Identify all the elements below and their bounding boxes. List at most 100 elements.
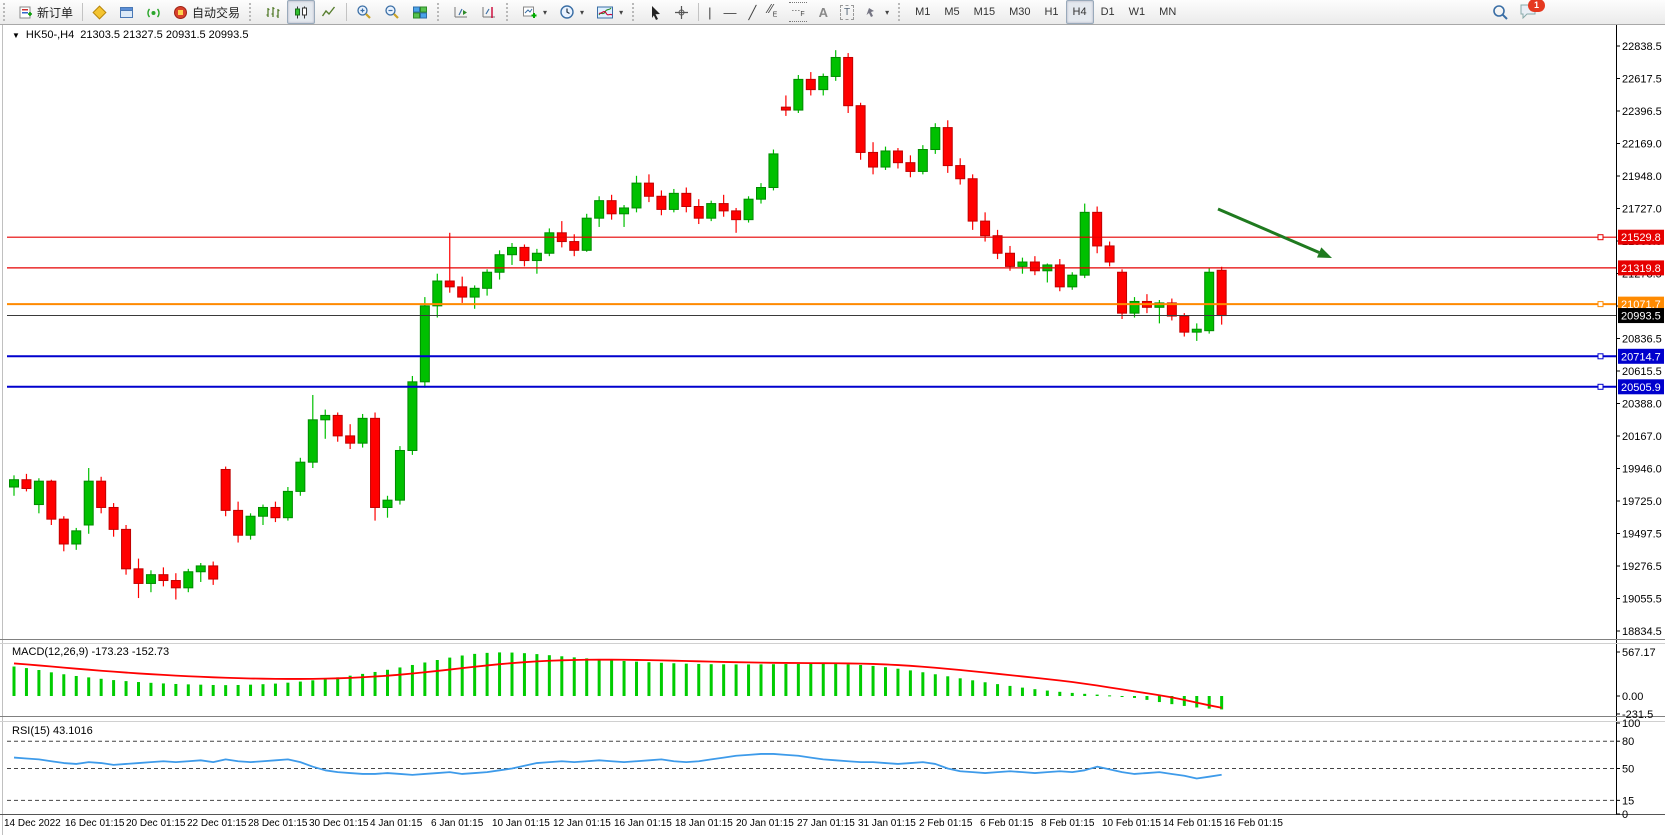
x-axis-label: 10 Feb 01:15 [1102, 818, 1161, 829]
candle [258, 506, 268, 517]
timeframe-button-W1[interactable]: W1 [1128, 6, 1146, 18]
macd-histogram-bar [485, 652, 489, 696]
chart-shift-button[interactable] [475, 0, 503, 24]
candle [681, 192, 692, 207]
macd-histogram-bar [498, 652, 502, 696]
label-tool-button[interactable]: T [834, 0, 860, 24]
rsi-axis-tick: 0 [1622, 809, 1628, 821]
timeframe-button-H1[interactable]: H1 [1044, 6, 1059, 18]
chart-shift-icon [482, 6, 496, 18]
macd-histogram-bar [1120, 696, 1124, 697]
macd-histogram-bar [1033, 689, 1037, 696]
level-line-handle[interactable] [1597, 353, 1604, 360]
candle [992, 235, 1003, 254]
macd-histogram-bar [1045, 690, 1049, 696]
toolbar-grip[interactable] [632, 3, 639, 21]
macd-histogram-bar [722, 664, 726, 696]
hline-tool-button[interactable]: — [717, 0, 742, 24]
toolbar-grip[interactable] [3, 3, 10, 21]
toolbar-grip[interactable] [898, 3, 905, 21]
x-axis-label: 28 Dec 01:15 [248, 818, 308, 829]
level-line-handle[interactable] [1597, 301, 1604, 308]
macd-histogram-bar [435, 660, 439, 696]
autotrading-label: 自动交易 [192, 5, 241, 20]
macd-axis-tick: -231.5 [1622, 709, 1653, 721]
search-icon[interactable] [1492, 4, 1509, 21]
trend-arrow-annotation[interactable] [1217, 207, 1320, 254]
timeframe-button-H4[interactable]: H4 [1065, 0, 1094, 24]
trendline-tool-button[interactable]: ╱ [742, 0, 762, 24]
terminal-window-icon [120, 6, 134, 18]
macd-histogram-bar [361, 673, 365, 696]
timeframe-button-D1[interactable]: D1 [1100, 6, 1115, 18]
macd-histogram-bar [348, 675, 352, 696]
price-axis-tick: 20615.5 [1622, 366, 1662, 378]
level-line-handle[interactable] [1597, 234, 1604, 241]
timeframe-button-MN[interactable]: MN [1159, 6, 1177, 18]
autotrading-button[interactable]: 自动交易 [167, 0, 246, 24]
toolbar-grip[interactable] [506, 3, 513, 21]
templates-button[interactable]: ▾ [590, 0, 629, 24]
macd-histogram-bar [971, 680, 975, 696]
x-axis-label: 27 Jan 01:15 [797, 818, 855, 829]
metaeditor-button[interactable] [86, 0, 113, 24]
toolbar-grip[interactable] [249, 3, 256, 21]
new-order-button[interactable]: 新订单 [13, 0, 79, 24]
indicators-button[interactable]: ▾ [516, 0, 553, 24]
macd-signal-line [13, 658, 1222, 709]
macd-histogram-bar [124, 681, 128, 696]
candles-chart-button[interactable] [287, 0, 316, 24]
price-level-badge [1618, 308, 1664, 324]
cursor-tool-button[interactable] [642, 0, 668, 24]
timeframe-button-M5[interactable]: M5 [944, 6, 960, 18]
macd-histogram-bar [199, 684, 203, 696]
fibonacci-tool-button[interactable]: ⋯F [783, 0, 812, 24]
macd-histogram-bar [186, 684, 190, 696]
x-axis-label: 16 Jan 01:15 [614, 818, 672, 829]
terminal-window-button[interactable] [113, 0, 140, 24]
tile-windows-button[interactable] [406, 0, 434, 24]
chat-badge: 1 [1528, 0, 1545, 12]
macd-histogram-bar [834, 664, 838, 696]
candle [295, 461, 306, 492]
text-tool-button[interactable]: A [813, 0, 834, 24]
candle [569, 241, 580, 251]
candle [245, 515, 256, 536]
line-chart-button[interactable] [315, 0, 343, 24]
timeframe-button-M30[interactable]: M30 [1009, 6, 1031, 18]
macd-histogram-bar [547, 655, 551, 696]
autoscroll-button[interactable] [447, 0, 475, 24]
timeframe-button-M15[interactable]: M15 [973, 6, 996, 18]
macd-histogram-bar [846, 664, 850, 696]
candle [743, 198, 754, 221]
macd-histogram-bar [87, 677, 91, 696]
macd-histogram-bar [236, 684, 240, 696]
candle [1079, 211, 1090, 276]
toolbar-grip[interactable] [437, 3, 444, 21]
bars-chart-button[interactable] [259, 0, 287, 24]
candle [507, 246, 517, 256]
zoom-in-button[interactable] [350, 0, 378, 24]
candle [457, 286, 468, 298]
metaeditor-icon [92, 4, 107, 20]
candle [195, 565, 206, 573]
zoom-out-button[interactable] [378, 0, 406, 24]
shapes-tool-button[interactable]: ▾ [860, 0, 895, 24]
market-watch-button[interactable] [140, 0, 167, 24]
level-line-handle[interactable] [1597, 383, 1604, 390]
timeframe-button-M1[interactable]: M1 [915, 6, 931, 18]
chart-collapse-icon[interactable]: ▼ [12, 30, 20, 40]
price-axis-tick: 22617.5 [1622, 74, 1662, 86]
candle [382, 499, 393, 508]
chat-button[interactable]: 1 [1519, 0, 1545, 22]
periods-button[interactable]: ▾ [553, 0, 590, 24]
macd-histogram-bar [859, 664, 863, 696]
vline-tool-button[interactable]: | [702, 0, 717, 24]
macd-histogram-bar [659, 662, 663, 696]
price-axis-tick: 19725.0 [1622, 496, 1662, 508]
channel-tool-button[interactable]: ⁄⁄E [762, 0, 783, 24]
macd-histogram-bar [747, 664, 751, 696]
x-axis-label: 12 Jan 01:15 [553, 818, 611, 829]
crosshair-tool-button[interactable] [668, 0, 695, 24]
